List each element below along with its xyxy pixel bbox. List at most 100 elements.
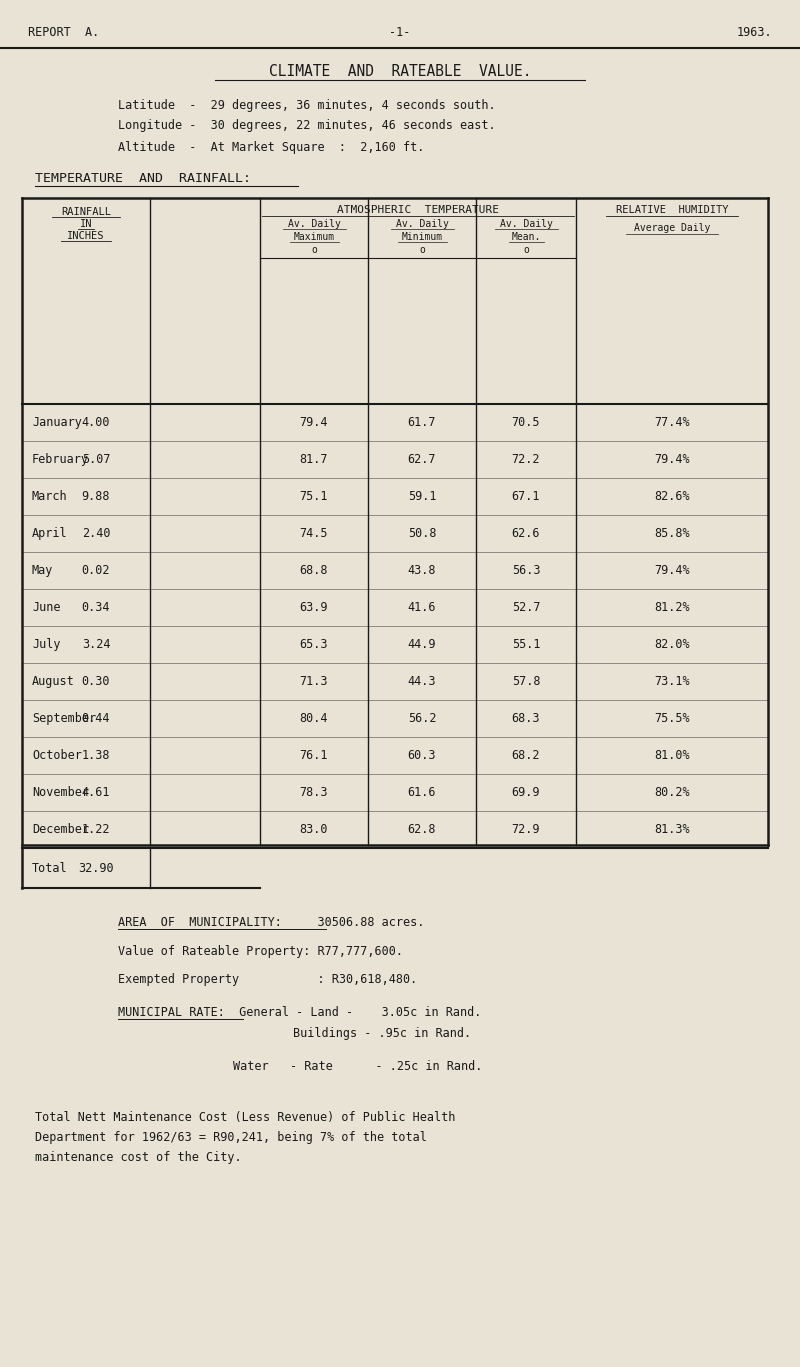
Text: December: December xyxy=(32,823,89,837)
Text: 62.6: 62.6 xyxy=(512,528,540,540)
Text: 72.2: 72.2 xyxy=(512,452,540,466)
Text: 68.8: 68.8 xyxy=(300,565,328,577)
Text: August: August xyxy=(32,675,74,688)
Text: 0.30: 0.30 xyxy=(82,675,110,688)
Text: 75.5%: 75.5% xyxy=(654,712,690,725)
Text: Av. Daily: Av. Daily xyxy=(395,219,449,230)
Text: 71.3: 71.3 xyxy=(300,675,328,688)
Text: Longitude -  30 degrees, 22 minutes, 46 seconds east.: Longitude - 30 degrees, 22 minutes, 46 s… xyxy=(118,119,496,133)
Text: 4.61: 4.61 xyxy=(82,786,110,798)
Text: 0.44: 0.44 xyxy=(82,712,110,725)
Text: Av. Daily: Av. Daily xyxy=(499,219,553,230)
Text: 85.8%: 85.8% xyxy=(654,528,690,540)
Text: RAINFALL: RAINFALL xyxy=(61,206,111,217)
Text: 78.3: 78.3 xyxy=(300,786,328,798)
Text: 44.3: 44.3 xyxy=(408,675,436,688)
Text: 61.7: 61.7 xyxy=(408,416,436,429)
Text: October: October xyxy=(32,749,82,761)
Text: 73.1%: 73.1% xyxy=(654,675,690,688)
Text: 70.5: 70.5 xyxy=(512,416,540,429)
Text: 32.90: 32.90 xyxy=(78,861,114,875)
Text: 41.6: 41.6 xyxy=(408,601,436,614)
Text: Value of Rateable Property: R77,777,600.: Value of Rateable Property: R77,777,600. xyxy=(118,945,403,957)
Text: o: o xyxy=(523,245,529,256)
Text: CLIMATE  AND  RATEABLE  VALUE.: CLIMATE AND RATEABLE VALUE. xyxy=(269,64,531,79)
Text: AREA  OF  MUNICIPALITY:     30506.88 acres.: AREA OF MUNICIPALITY: 30506.88 acres. xyxy=(118,916,424,930)
Text: Av. Daily: Av. Daily xyxy=(287,219,341,230)
Text: 69.9: 69.9 xyxy=(512,786,540,798)
Text: Total Nett Maintenance Cost (Less Revenue) of Public Health
Department for 1962/: Total Nett Maintenance Cost (Less Revenu… xyxy=(35,1111,455,1163)
Text: 9.88: 9.88 xyxy=(82,489,110,503)
Text: 1963.: 1963. xyxy=(736,26,772,38)
Text: Total: Total xyxy=(32,861,68,875)
Text: April: April xyxy=(32,528,68,540)
Text: TEMPERATURE  AND  RAINFALL:: TEMPERATURE AND RAINFALL: xyxy=(35,171,251,185)
Text: 0.34: 0.34 xyxy=(82,601,110,614)
Text: IN: IN xyxy=(80,219,92,230)
Text: 4.00: 4.00 xyxy=(82,416,110,429)
Text: 82.6%: 82.6% xyxy=(654,489,690,503)
Text: 43.8: 43.8 xyxy=(408,565,436,577)
Text: 1.38: 1.38 xyxy=(82,749,110,761)
Text: 55.1: 55.1 xyxy=(512,638,540,651)
Text: -1-: -1- xyxy=(390,26,410,38)
Text: 72.9: 72.9 xyxy=(512,823,540,837)
Text: Mean.: Mean. xyxy=(511,232,541,242)
Text: 80.2%: 80.2% xyxy=(654,786,690,798)
Text: REPORT  A.: REPORT A. xyxy=(28,26,99,38)
Text: ATMOSPHERIC  TEMPERATURE: ATMOSPHERIC TEMPERATURE xyxy=(337,205,499,215)
Text: 59.1: 59.1 xyxy=(408,489,436,503)
Text: 62.7: 62.7 xyxy=(408,452,436,466)
Text: 3.24: 3.24 xyxy=(82,638,110,651)
Text: May: May xyxy=(32,565,54,577)
Text: January: January xyxy=(32,416,82,429)
Text: 52.7: 52.7 xyxy=(512,601,540,614)
Text: 81.2%: 81.2% xyxy=(654,601,690,614)
Text: 82.0%: 82.0% xyxy=(654,638,690,651)
Text: 68.2: 68.2 xyxy=(512,749,540,761)
Text: 63.9: 63.9 xyxy=(300,601,328,614)
Text: 75.1: 75.1 xyxy=(300,489,328,503)
Text: 5.07: 5.07 xyxy=(82,452,110,466)
Text: November: November xyxy=(32,786,89,798)
Text: July: July xyxy=(32,638,61,651)
Text: o: o xyxy=(419,245,425,256)
Text: Water   - Rate      - .25c in Rand.: Water - Rate - .25c in Rand. xyxy=(233,1061,482,1073)
Text: Average Daily: Average Daily xyxy=(634,223,710,232)
Text: 76.1: 76.1 xyxy=(300,749,328,761)
Text: Exempted Property           : R30,618,480.: Exempted Property : R30,618,480. xyxy=(118,972,418,986)
Text: 60.3: 60.3 xyxy=(408,749,436,761)
Text: 81.7: 81.7 xyxy=(300,452,328,466)
Text: 81.3%: 81.3% xyxy=(654,823,690,837)
Text: 56.3: 56.3 xyxy=(512,565,540,577)
Text: 83.0: 83.0 xyxy=(300,823,328,837)
Text: INCHES: INCHES xyxy=(67,231,105,241)
Text: 57.8: 57.8 xyxy=(512,675,540,688)
Text: MUNICIPAL RATE:  General - Land -    3.05c in Rand.: MUNICIPAL RATE: General - Land - 3.05c i… xyxy=(118,1006,482,1020)
Text: 67.1: 67.1 xyxy=(512,489,540,503)
Text: RELATIVE  HUMIDITY: RELATIVE HUMIDITY xyxy=(616,205,728,215)
Text: Altitude  -  At Market Square  :  2,160 ft.: Altitude - At Market Square : 2,160 ft. xyxy=(118,141,424,153)
Text: 56.2: 56.2 xyxy=(408,712,436,725)
Text: June: June xyxy=(32,601,61,614)
Text: 79.4%: 79.4% xyxy=(654,565,690,577)
Text: 79.4: 79.4 xyxy=(300,416,328,429)
Text: Minimum: Minimum xyxy=(402,232,442,242)
Text: 61.6: 61.6 xyxy=(408,786,436,798)
Text: o: o xyxy=(311,245,317,256)
Text: 74.5: 74.5 xyxy=(300,528,328,540)
Text: 80.4: 80.4 xyxy=(300,712,328,725)
Text: Maximum: Maximum xyxy=(294,232,334,242)
Text: 81.0%: 81.0% xyxy=(654,749,690,761)
Text: February: February xyxy=(32,452,89,466)
Text: 77.4%: 77.4% xyxy=(654,416,690,429)
Text: 62.8: 62.8 xyxy=(408,823,436,837)
Text: Latitude  -  29 degrees, 36 minutes, 4 seconds south.: Latitude - 29 degrees, 36 minutes, 4 sec… xyxy=(118,98,496,112)
Text: March: March xyxy=(32,489,68,503)
Text: Buildings - .95c in Rand.: Buildings - .95c in Rand. xyxy=(293,1027,471,1039)
Text: 44.9: 44.9 xyxy=(408,638,436,651)
Text: September: September xyxy=(32,712,96,725)
Text: 2.40: 2.40 xyxy=(82,528,110,540)
Text: 1.22: 1.22 xyxy=(82,823,110,837)
Text: 65.3: 65.3 xyxy=(300,638,328,651)
